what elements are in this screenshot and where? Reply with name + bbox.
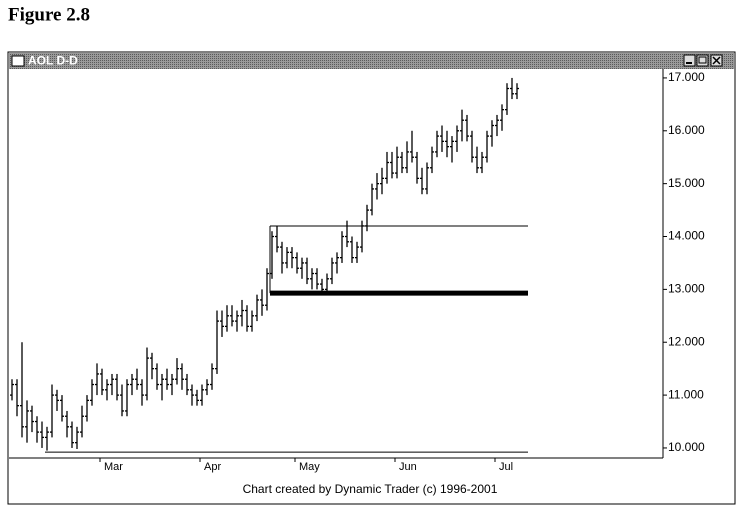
figure-title: Figure 2.8 bbox=[8, 4, 90, 25]
footer: Chart created by Dynamic Trader (c) 1996… bbox=[243, 482, 498, 496]
x-tick-label: May bbox=[299, 461, 320, 473]
x-tick-label: Apr bbox=[204, 461, 221, 473]
minimize-button[interactable] bbox=[683, 54, 696, 67]
y-tick-label: 13.000 bbox=[668, 282, 705, 296]
y-tick-label: 10.000 bbox=[668, 440, 705, 454]
y-tick-label: 14.000 bbox=[668, 229, 705, 243]
window-buttons[interactable] bbox=[683, 54, 723, 67]
title-bar bbox=[9, 53, 734, 69]
y-tick-label: 17.000 bbox=[668, 70, 705, 84]
y-tick-label: 11.000 bbox=[668, 387, 704, 401]
window-icon bbox=[11, 55, 25, 67]
x-tick-label: Mar bbox=[104, 461, 123, 473]
window-title: AOL D-D bbox=[28, 54, 78, 68]
x-tick-label: Jun bbox=[399, 461, 417, 473]
x-tick-label: Jul bbox=[499, 461, 513, 473]
y-tick-label: 15.000 bbox=[668, 176, 705, 190]
plot: 10.000 11.000 12.000 13.000 14.000 15.000 16.0… bbox=[10, 70, 705, 473]
maximize-button[interactable] bbox=[696, 54, 709, 67]
y-tick-label: 16.000 bbox=[668, 123, 705, 137]
y-tick-label: 12.000 bbox=[668, 334, 705, 348]
window bbox=[7, 51, 736, 505]
